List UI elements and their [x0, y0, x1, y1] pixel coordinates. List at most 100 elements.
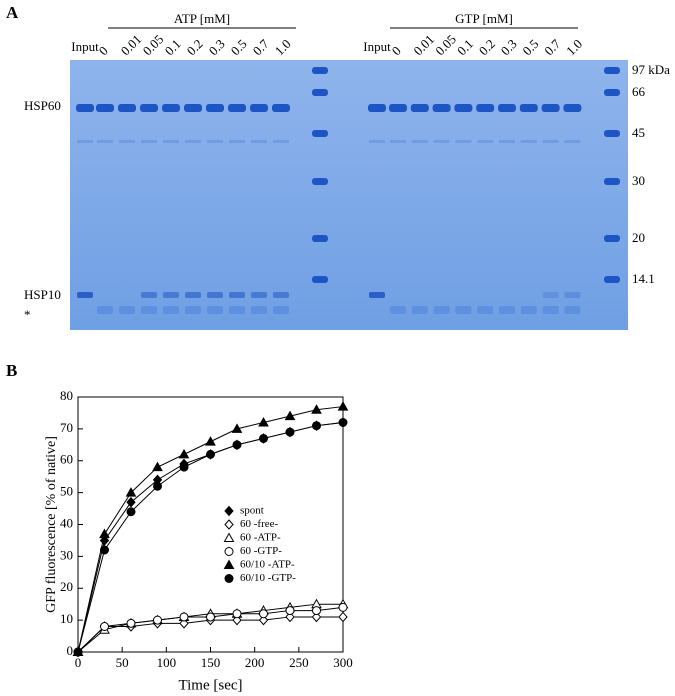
marker-band: [604, 130, 620, 137]
legend-label: 60 -ATP-: [240, 532, 281, 544]
band: [185, 306, 201, 314]
band-label: HSP60: [24, 98, 61, 113]
band: [251, 306, 267, 314]
data-point: [258, 416, 269, 427]
data-point: [284, 410, 296, 421]
marker-label: 20: [632, 230, 645, 245]
band: [118, 104, 136, 112]
data-point: [285, 606, 295, 616]
y-tick-label: 80: [60, 388, 73, 403]
gel-image: [70, 60, 628, 330]
band: [369, 140, 385, 143]
band: [563, 104, 582, 112]
group-title: ATP [mM]: [174, 11, 230, 26]
x-tick-label: 250: [289, 655, 309, 670]
data-point: [179, 618, 189, 629]
lane-label: 0.2: [184, 36, 206, 58]
data-point: [337, 401, 349, 411]
legend-label: 60/10 -ATP-: [240, 559, 295, 571]
band: [251, 292, 267, 298]
data-point: [232, 609, 242, 619]
legend-marker: [223, 559, 235, 569]
data-point: [206, 612, 215, 622]
data-point: [99, 528, 110, 539]
band: [455, 140, 472, 143]
band: [390, 140, 406, 143]
band: [454, 104, 473, 112]
band: [229, 306, 245, 314]
band: [77, 140, 93, 143]
band: [207, 140, 223, 143]
data-point: [312, 421, 321, 431]
data-point: [232, 614, 242, 626]
lane-label: 0.3: [206, 36, 228, 58]
band: [564, 292, 581, 298]
band: [207, 292, 223, 298]
data-point: [153, 615, 162, 625]
y-tick-label: 50: [60, 484, 73, 499]
band: [96, 104, 114, 112]
band: [542, 292, 559, 298]
data-point: [206, 449, 215, 459]
marker-band: [312, 276, 328, 283]
band: [477, 306, 494, 314]
band: [185, 140, 201, 143]
data-point: [73, 647, 83, 657]
marker-band: [604, 67, 620, 74]
legend-label: spont: [240, 505, 264, 517]
data-point: [232, 440, 242, 450]
band: [251, 140, 267, 143]
y-tick-label: 10: [60, 611, 73, 626]
lane-label: 0: [389, 43, 404, 58]
band-label: HSP10: [24, 287, 61, 302]
legend-marker: [224, 505, 234, 517]
data-point: [178, 448, 190, 459]
band: [411, 306, 428, 314]
y-tick-label: 70: [60, 420, 73, 435]
band: [433, 140, 450, 143]
x-tick-label: 100: [157, 655, 177, 670]
marker-band: [312, 89, 328, 96]
marker-band: [604, 89, 620, 96]
lane-label: 0.2: [476, 36, 498, 58]
band: [368, 104, 386, 112]
y-tick-label: 40: [60, 515, 73, 530]
band: [411, 140, 428, 143]
band: [498, 104, 516, 112]
lane-label: 1.0: [563, 36, 585, 58]
panel-label: A: [6, 3, 19, 22]
band: [77, 292, 93, 298]
band: [206, 104, 224, 112]
band: [520, 306, 537, 314]
marker-label: 97 kDa: [632, 62, 670, 77]
data-point: [179, 612, 189, 622]
band: [410, 104, 429, 112]
x-tick-label: 0: [75, 655, 82, 670]
band: [97, 140, 113, 143]
data-point: [285, 427, 295, 437]
marker-band: [312, 235, 328, 242]
band: [140, 104, 158, 112]
band: [369, 292, 385, 298]
lane-label: 0.01: [118, 32, 145, 59]
band: [273, 292, 289, 298]
data-point: [259, 609, 268, 619]
data-point: [125, 487, 137, 497]
data-point: [259, 433, 268, 443]
band: [76, 104, 94, 112]
y-tick-label: 30: [60, 547, 73, 562]
band: [141, 140, 157, 143]
lane-label: 0.1: [162, 36, 184, 58]
data-point: [100, 545, 109, 555]
band: [477, 140, 494, 143]
band-label: *: [24, 307, 31, 322]
lane-label: Input: [71, 39, 99, 54]
data-point: [126, 496, 136, 508]
x-tick-label: 150: [201, 655, 221, 670]
band: [119, 306, 135, 314]
band: [250, 104, 268, 112]
marker-label: 45: [632, 125, 645, 140]
marker-label: 30: [632, 173, 645, 188]
band: [542, 306, 559, 314]
